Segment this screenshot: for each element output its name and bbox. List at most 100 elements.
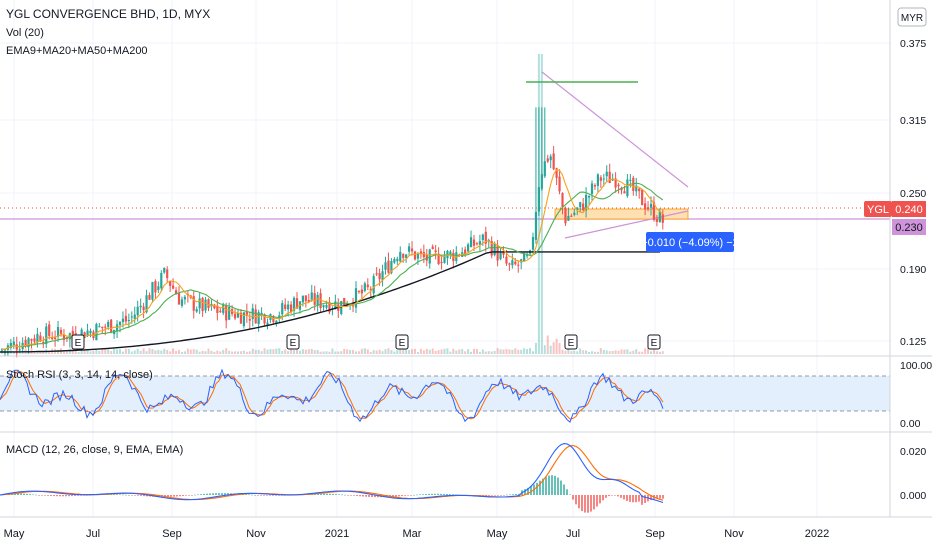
volume-bar [310, 348, 313, 354]
macd-histogram-bar [221, 493, 223, 495]
volume-bar [431, 348, 434, 354]
macd-histogram-bar [77, 495, 79, 496]
volume-bar [301, 349, 304, 354]
macd-histogram-bar [638, 495, 640, 502]
stoch-rsi-pane[interactable] [0, 368, 890, 423]
candle-body [275, 320, 278, 324]
time-tick-label: Sep [162, 528, 182, 540]
macd-histogram-bar [635, 495, 637, 503]
macd-histogram-bar [278, 495, 280, 496]
candle-body [499, 252, 502, 260]
volume-bar [652, 349, 655, 354]
volume-bar [172, 348, 175, 354]
volume-bar [490, 351, 493, 354]
volume-bar [440, 349, 443, 354]
volume-bar [517, 349, 520, 354]
macd-histogram-bar [167, 495, 169, 497]
earnings-marker[interactable]: E [647, 334, 661, 350]
macd-histogram-bar [119, 494, 121, 496]
volume-bar [473, 348, 475, 354]
macd-histogram-bar [407, 495, 409, 496]
price-tick-label: 0.375 [900, 38, 926, 50]
candle-body [260, 312, 263, 315]
volume-bar [21, 351, 24, 354]
macd-histogram-bar [143, 495, 145, 497]
macd-histogram-bar [362, 495, 364, 497]
volume-bar [416, 351, 419, 354]
volume-bar [378, 349, 381, 354]
candle-body [304, 295, 307, 302]
volume-bar [632, 350, 635, 354]
macd-histogram-bar [209, 493, 211, 495]
candle-body [443, 256, 446, 263]
candle-body [192, 296, 195, 311]
stoch-k-line [0, 368, 664, 423]
volume-bar [644, 348, 647, 354]
macd-pane[interactable] [0, 443, 664, 513]
macd-histogram-bar [170, 495, 172, 497]
earnings-marker[interactable]: E [564, 334, 578, 350]
volume-bar [399, 348, 402, 354]
macd-histogram-bar [506, 494, 508, 496]
macd-histogram-bar [191, 495, 193, 496]
candle-body [614, 178, 617, 188]
macd-histogram-bar [419, 494, 421, 496]
volume-bar [319, 351, 322, 354]
price-axis[interactable]: 0.375 0.315 0.250 0.190 0.125 [900, 38, 926, 348]
macd-histogram-bar [425, 494, 427, 495]
macd-histogram-bar [26, 493, 28, 495]
candle-body [587, 196, 591, 198]
volume-bar [74, 350, 77, 354]
candle-body [142, 306, 145, 311]
volume-bar [127, 348, 130, 354]
volume-bar [169, 351, 172, 354]
candle-body [290, 304, 293, 312]
macd-histogram-bar [548, 475, 550, 495]
stoch-tick-100: 100.00 [900, 360, 932, 372]
triangle-lower-line [564, 210, 689, 239]
candle-body [658, 211, 661, 223]
macd-histogram-bar [371, 495, 373, 498]
price-tick-label: 0.315 [900, 115, 926, 127]
price-pane[interactable]: E E E E E −0.010 (−4.09%) −2 [0, 54, 890, 358]
volume-bar [95, 349, 98, 354]
candle-body [422, 251, 425, 258]
volume-bar [284, 349, 287, 354]
macd-histogram-bar [578, 495, 580, 509]
macd-histogram-bar [482, 495, 484, 496]
candle-body [564, 208, 567, 224]
macd-histogram-bar [254, 494, 256, 496]
volume-bar [298, 350, 301, 354]
currency-button[interactable]: MYR [897, 7, 927, 27]
earnings-marker[interactable]: E [286, 334, 300, 350]
earnings-marker[interactable]: E [395, 334, 409, 350]
earnings-marker[interactable]: E [71, 334, 85, 350]
macd-histogram-bar [422, 494, 424, 495]
macd-histogram-bar [641, 495, 643, 505]
volume-bar [36, 350, 39, 354]
macd-histogram-bar [59, 495, 61, 497]
volume-bar [582, 350, 585, 354]
volume-bar [629, 351, 632, 354]
volume-bar [514, 348, 517, 354]
volume-bar [18, 351, 21, 354]
macd-histogram-bar [539, 480, 541, 495]
volume-bar [357, 351, 360, 354]
macd-histogram-bar [173, 495, 175, 497]
time-axis[interactable]: May Jul Sep Nov 2021 Mar May Jul Sep Nov 2022 [4, 528, 830, 540]
candle-body [399, 251, 402, 262]
candle-body [107, 321, 110, 327]
volume-bar [493, 350, 496, 354]
macd-histogram-bar [269, 495, 271, 496]
candle-body [148, 295, 151, 300]
candle-body [166, 269, 169, 279]
candle-body [71, 330, 74, 336]
candle-body [555, 168, 558, 178]
volume-bar [89, 351, 92, 354]
candle-body [644, 203, 647, 210]
volume-bar [596, 351, 599, 354]
macd-histogram-bar [488, 495, 490, 496]
candle-body [83, 332, 86, 338]
stoch-tick-0: 0.00 [900, 418, 921, 430]
